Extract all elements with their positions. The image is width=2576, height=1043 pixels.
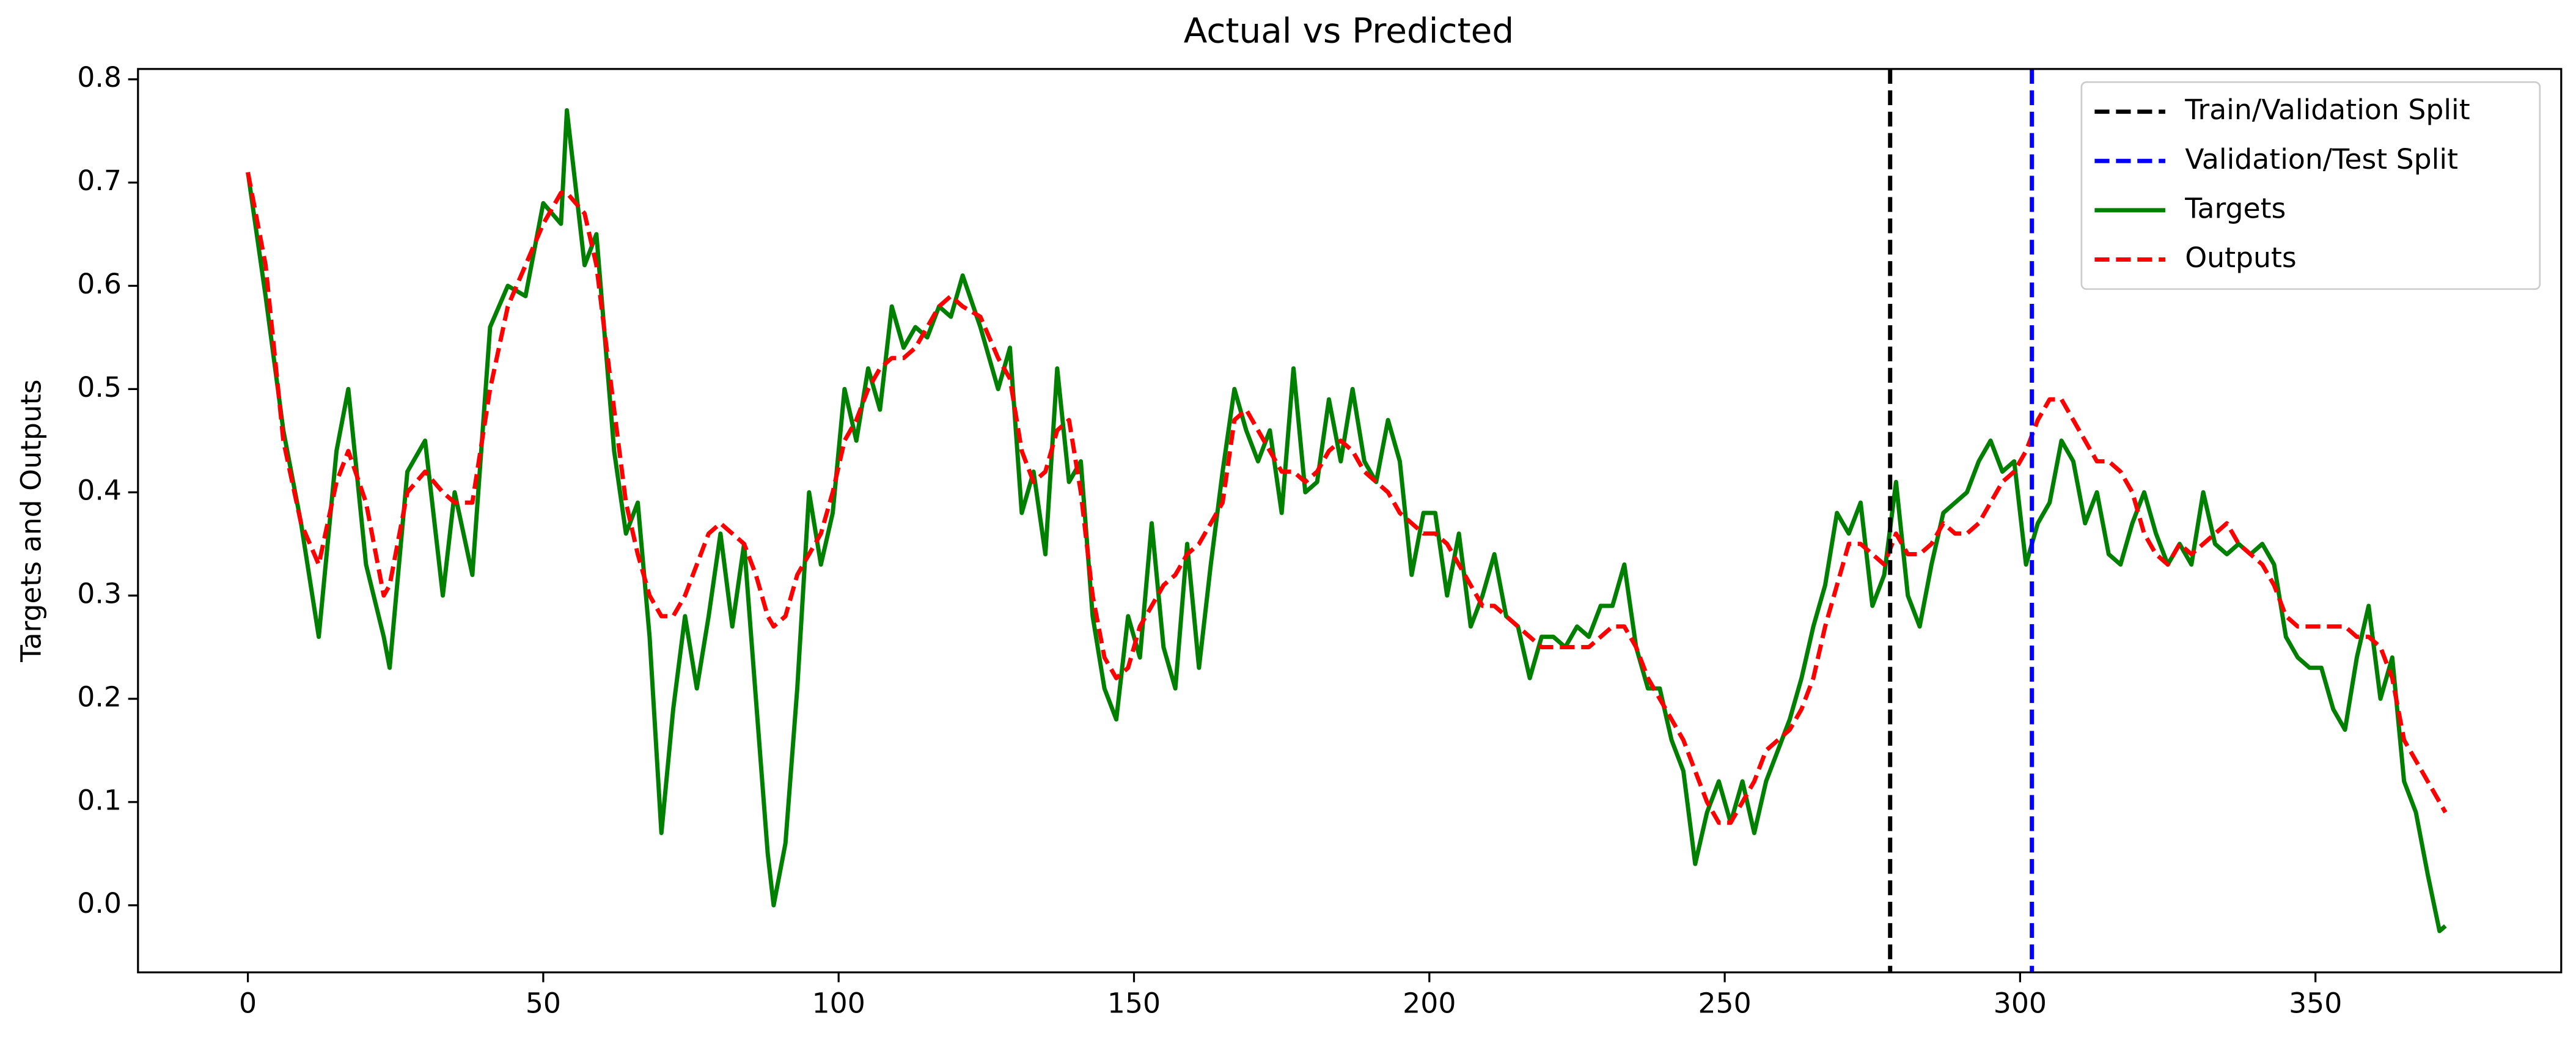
x-tick-label: 350 (2289, 987, 2342, 1020)
series-line (246, 172, 2448, 825)
x-tick-label: 300 (1994, 987, 2047, 1020)
y-tick-label: 0.2 (77, 680, 122, 713)
legend-label: Validation/Test Split (2185, 143, 2458, 175)
y-tick-label: 0.3 (77, 578, 122, 610)
y-axis-label: Targets and Outputs (15, 379, 47, 662)
chart-title: Actual vs Predicted (1184, 11, 1514, 51)
x-tick-label: 100 (812, 987, 865, 1020)
x-tick-label: 0 (239, 987, 257, 1020)
plot-frame (137, 68, 2563, 974)
y-tick-label: 0.4 (77, 474, 122, 507)
x-tick-label: 50 (526, 987, 561, 1020)
x-tick-label: 150 (1107, 987, 1161, 1020)
legend-label: Train/Validation Split (2184, 94, 2470, 126)
legend-label: Targets (2184, 192, 2286, 224)
x-tick-label: 200 (1403, 987, 1456, 1020)
y-tick-label: 0.8 (77, 61, 122, 94)
y-tick-label: 0.7 (77, 164, 122, 197)
y-tick-label: 0.6 (77, 268, 122, 300)
y-tick-label: 0.0 (77, 887, 122, 920)
legend-label: Outputs (2185, 241, 2297, 274)
x-tick-label: 250 (1698, 987, 1751, 1020)
y-tick-label: 0.1 (77, 784, 122, 816)
y-tick-label: 0.5 (77, 371, 122, 404)
legend-box (2080, 81, 2541, 290)
series-line (246, 108, 2447, 934)
